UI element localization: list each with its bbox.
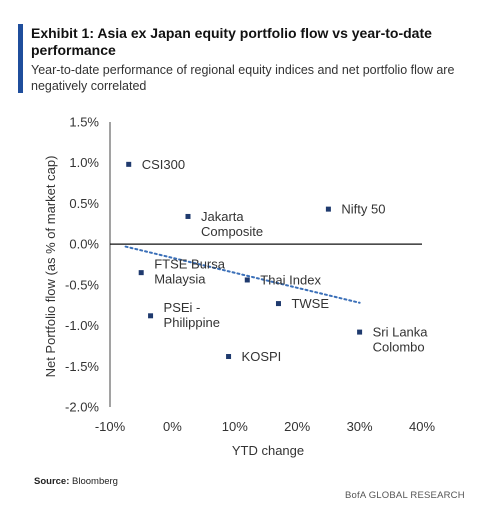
x-tick-label: 40% <box>409 419 435 434</box>
data-label: Malaysia <box>154 272 206 287</box>
y-tick-label: -1.5% <box>65 359 99 374</box>
data-label: Composite <box>201 224 263 239</box>
x-tick-label: 20% <box>284 419 310 434</box>
data-point <box>185 213 191 219</box>
y-tick-label: -1.0% <box>65 318 99 333</box>
chart-title: Exhibit 1: Asia ex Japan equity portfoli… <box>31 25 432 58</box>
y-tick-label: 0.5% <box>69 196 99 211</box>
data-label: Philippine <box>164 315 220 330</box>
x-tick-label: 0% <box>163 419 182 434</box>
data-label: KOSPI <box>242 349 282 364</box>
source-note: Source: Bloomberg <box>34 476 118 487</box>
data-label: TWSE <box>291 296 329 311</box>
data-point <box>148 313 154 319</box>
x-axis-title: YTD change <box>232 443 304 458</box>
y-tick-label: -0.5% <box>65 277 99 292</box>
chart-subtitle: Year-to-date performance of regional equ… <box>31 63 455 93</box>
y-tick-label: 1.5% <box>69 115 99 130</box>
data-label: FTSE Bursa <box>154 257 226 272</box>
data-point <box>138 270 144 276</box>
data-label: CSI300 <box>142 157 185 172</box>
source-label: Source: <box>34 476 70 487</box>
trendline <box>124 245 361 304</box>
title-accent-bar <box>18 24 23 93</box>
data-label: Thai Index <box>260 272 321 287</box>
data-label: PSEi - <box>164 300 201 315</box>
x-tick-label: 10% <box>222 419 248 434</box>
data-point <box>357 329 363 335</box>
brand-footer: BofA GLOBAL RESEARCH <box>345 490 465 501</box>
data-point <box>226 354 232 360</box>
data-point <box>275 301 281 307</box>
data-label: Jakarta <box>201 209 244 224</box>
x-tick-label: 30% <box>347 419 373 434</box>
y-tick-label: 0.0% <box>69 237 99 252</box>
y-axis-title: Net Portfolio flow (as % of market cap) <box>43 156 58 378</box>
data-point <box>325 206 331 212</box>
data-label: Sri Lanka <box>373 325 429 340</box>
y-tick-label: -2.0% <box>65 400 99 415</box>
data-label: Nifty 50 <box>341 202 385 217</box>
data-point <box>126 161 132 167</box>
data-label: Colombo <box>373 340 425 355</box>
x-tick-label: -10% <box>95 419 126 434</box>
data-point <box>244 277 250 283</box>
source-value: Bloomberg <box>72 476 118 487</box>
y-tick-label: 1.0% <box>69 155 99 170</box>
